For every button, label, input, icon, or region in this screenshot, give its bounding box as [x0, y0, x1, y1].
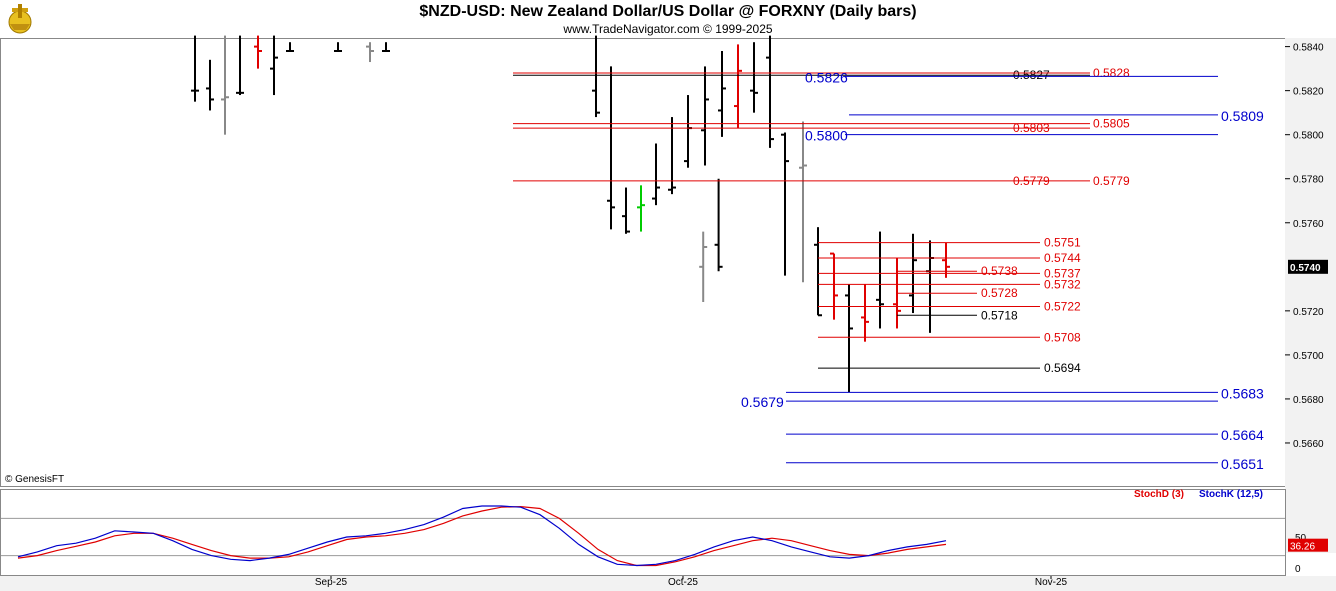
level-label: 0.5800: [805, 128, 848, 144]
level-label: 0.5694: [1044, 361, 1081, 375]
y-tick-label: 0.5660: [1293, 439, 1324, 450]
level-label: 0.5718: [981, 308, 1018, 322]
level-label: 0.5728: [981, 286, 1018, 300]
y-tick-label: 0.5720: [1293, 307, 1324, 318]
x-tick-label: Nov-25: [1035, 577, 1068, 588]
level-label: 0.5809: [1221, 108, 1264, 124]
y-tick-label: 0.5780: [1293, 175, 1324, 186]
level-label: 0.5779: [1093, 174, 1130, 188]
x-tick-label: Sep-25: [315, 577, 348, 588]
level-label: 0.5827: [1013, 68, 1050, 82]
price-plot-frame: [1, 39, 1286, 487]
level-label: 0.5744: [1044, 251, 1081, 265]
level-label: 0.5826: [805, 69, 848, 85]
x-tick-label: Oct-25: [668, 577, 698, 588]
stoch-y-tick-label: 0: [1295, 564, 1301, 575]
level-label: 0.5751: [1044, 236, 1081, 250]
stoch-legend-entry: StochD (3): [1134, 489, 1184, 500]
y-tick-label: 0.5820: [1293, 87, 1324, 98]
stoch-legend-entry: StochK (12,5): [1199, 489, 1263, 500]
level-label: 0.5828: [1093, 66, 1130, 80]
y-tick-label: 0.5800: [1293, 131, 1324, 142]
y-tick-label: 0.5680: [1293, 395, 1324, 406]
stoch-plot-frame: [1, 490, 1286, 576]
y-tick-label: 0.5840: [1293, 43, 1324, 54]
level-label: 0.5732: [1044, 277, 1081, 291]
level-label: 0.5683: [1221, 385, 1264, 401]
level-label: 0.5805: [1093, 117, 1130, 131]
level-label: 0.5722: [1044, 299, 1081, 313]
y-tick-label: 0.5760: [1293, 219, 1324, 230]
y-axis-area: [1285, 38, 1336, 553]
stoch-last-value: 36.26: [1290, 542, 1315, 553]
level-label: 0.5738: [981, 264, 1018, 278]
y-tick-label: 0.5700: [1293, 351, 1324, 362]
level-label: 0.5679: [741, 394, 784, 410]
level-label: 0.5664: [1221, 427, 1264, 443]
level-label: 0.5708: [1044, 330, 1081, 344]
last-price-label: 0.5740: [1290, 263, 1321, 274]
genesis-credit: © GenesisFT: [5, 474, 64, 485]
level-label: 0.5651: [1221, 456, 1264, 472]
